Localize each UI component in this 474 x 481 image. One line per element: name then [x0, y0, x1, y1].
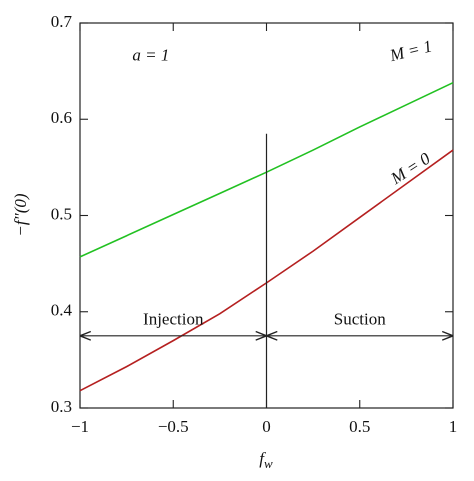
y-tick-label: 0.4	[51, 301, 73, 320]
x-tick-label: −1	[71, 417, 89, 436]
y-axis-label: −f″(0)	[11, 193, 30, 236]
x-tick-label: −0.5	[158, 417, 189, 436]
y-tick-label: 0.3	[51, 397, 72, 416]
x-tick-label: 1	[449, 417, 458, 436]
x-tick-label: 0	[262, 417, 271, 436]
y-tick-label: 0.7	[51, 12, 73, 31]
range-label: Injection	[143, 310, 204, 329]
x-tick-label: 0.5	[349, 417, 370, 436]
parameter-label: a = 1	[132, 46, 169, 65]
x-label-base: f	[259, 449, 266, 468]
range-label: Suction	[334, 310, 386, 329]
y-tick-label: 0.6	[51, 108, 72, 127]
x-axis-label: fw	[259, 449, 273, 471]
series-label: M = 0	[387, 149, 434, 189]
series-label: M = 1	[387, 36, 434, 65]
x-label-sub: w	[264, 456, 273, 471]
y-tick-label: 0.5	[51, 204, 72, 223]
